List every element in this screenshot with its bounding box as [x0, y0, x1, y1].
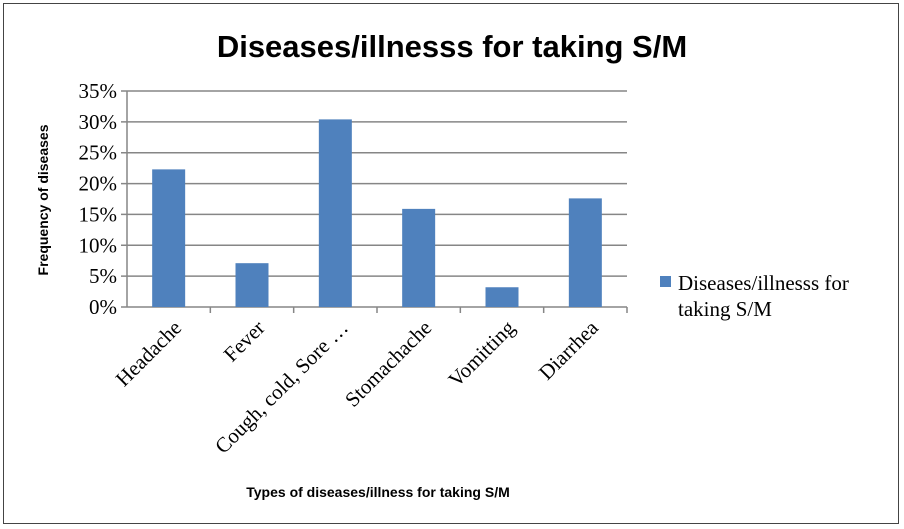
y-tick-label: 5%: [89, 264, 117, 288]
x-tick-label: Stomachache: [340, 316, 436, 412]
chart-border: [3, 3, 899, 524]
x-tick-label: Vomitting: [443, 315, 519, 391]
bar: [485, 287, 519, 307]
y-tick-label: 10%: [79, 233, 118, 257]
y-tick-label: 35%: [79, 79, 118, 103]
x-axis-label: Types of diseases/illness for taking S/M: [246, 484, 510, 500]
y-axis-label: Frequency of diseases: [35, 124, 51, 275]
bar: [402, 208, 436, 307]
bar: [568, 198, 602, 307]
x-tick-label: Fever: [219, 316, 270, 367]
y-tick-label: 15%: [79, 202, 118, 226]
legend-label-line1: Diseases/illnesss for: [678, 271, 849, 295]
bar: [152, 169, 186, 307]
bar: [235, 263, 269, 307]
legend-swatch: [660, 276, 671, 287]
legend-label-line2: taking S/M: [678, 297, 772, 321]
y-tick-label: 20%: [79, 172, 118, 196]
bar: [318, 119, 352, 307]
x-tick-label: Diarrhea: [534, 315, 603, 384]
y-tick-label: 25%: [79, 141, 118, 165]
chart-title: Diseases/illnesss for taking S/M: [217, 29, 687, 64]
y-tick-label: 0%: [89, 295, 117, 319]
x-tick-label: Headache: [111, 316, 187, 392]
y-tick-label: 30%: [79, 110, 118, 134]
